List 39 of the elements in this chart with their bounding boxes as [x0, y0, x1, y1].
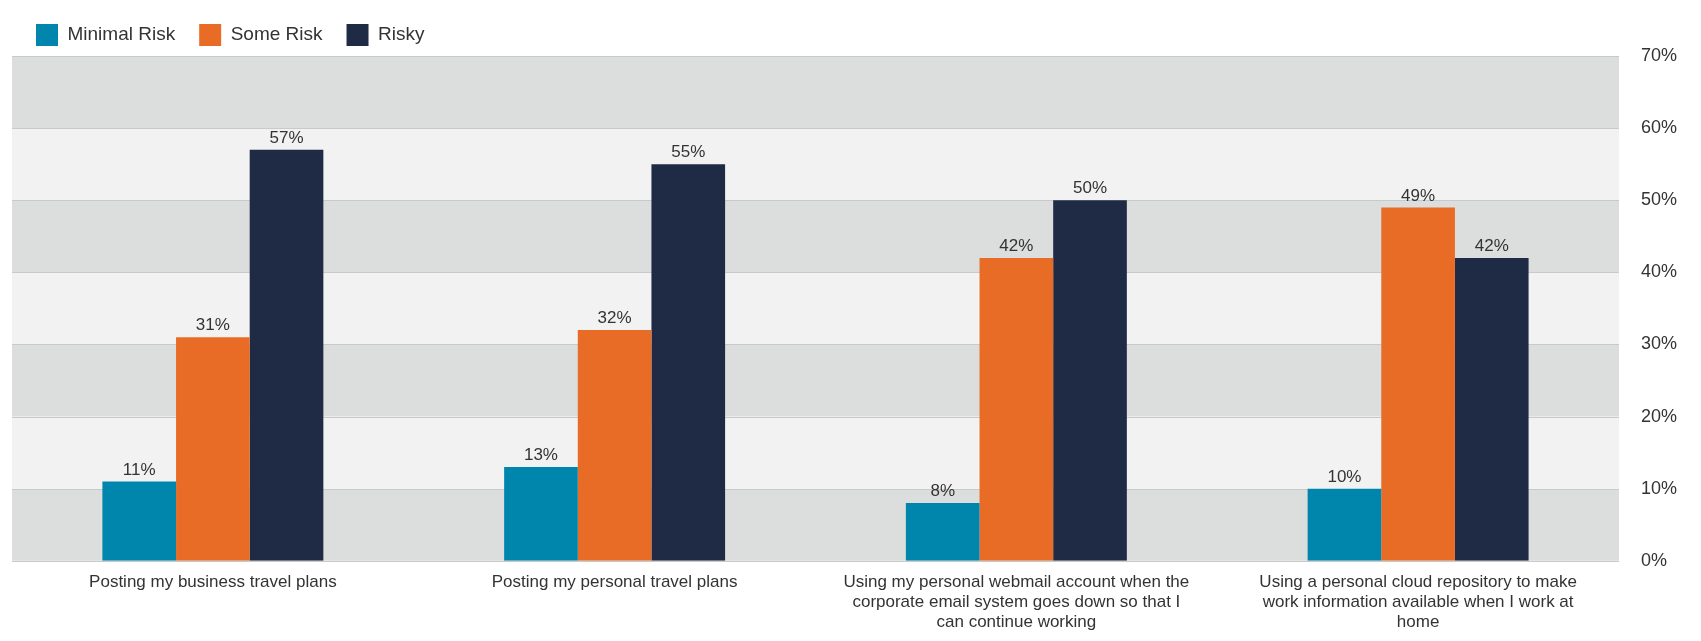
x-tick-label: Posting my business travel plans: [89, 571, 337, 591]
data-label: 42%: [1474, 236, 1509, 256]
data-label: 49%: [1401, 185, 1436, 205]
x-tick-label: Using my personal webmail account when the corporate email system goes down so that I can continue working: [843, 571, 1190, 632]
data-label: 55%: [671, 142, 706, 162]
x-tick-label: Posting my personal travel plans: [491, 571, 738, 591]
data-label: 13%: [523, 445, 558, 465]
bar: [176, 337, 250, 561]
y-tick-label: 70%: [1640, 44, 1677, 65]
data-label: 32%: [597, 308, 632, 328]
data-label: 8%: [930, 481, 955, 501]
y-tick-label: 0%: [1640, 549, 1667, 570]
y-tick-label: 50%: [1640, 189, 1677, 210]
bar: [905, 503, 980, 561]
legend-label: Some Risk: [230, 23, 324, 45]
data-label: 57%: [269, 127, 304, 147]
data-label: 50%: [1073, 178, 1108, 198]
bar: [504, 467, 578, 561]
bar: [651, 164, 726, 561]
bar: [102, 481, 177, 561]
y-tick-label: 30%: [1640, 333, 1677, 354]
bar: [979, 257, 1054, 561]
data-label: 11%: [122, 459, 156, 479]
bar: [1454, 257, 1529, 561]
y-tick-label: 20%: [1640, 405, 1677, 426]
x-tick-label: Using a personal cloud repository to make work information available when I work at home: [1259, 571, 1577, 632]
legend-label: Minimal Risk: [67, 23, 176, 45]
y-tick-label: 40%: [1640, 261, 1677, 282]
bar: [1381, 207, 1455, 561]
legend-label: Risky: [378, 23, 425, 45]
data-label: 42%: [999, 236, 1034, 256]
bar: [1307, 488, 1382, 561]
bar: [1053, 200, 1127, 561]
data-label: 31%: [195, 315, 230, 335]
y-tick-label: 60%: [1640, 117, 1677, 138]
data-label: 10%: [1327, 466, 1362, 486]
bar: [577, 330, 652, 561]
bar: [249, 149, 324, 561]
y-tick-label: 10%: [1640, 477, 1677, 498]
